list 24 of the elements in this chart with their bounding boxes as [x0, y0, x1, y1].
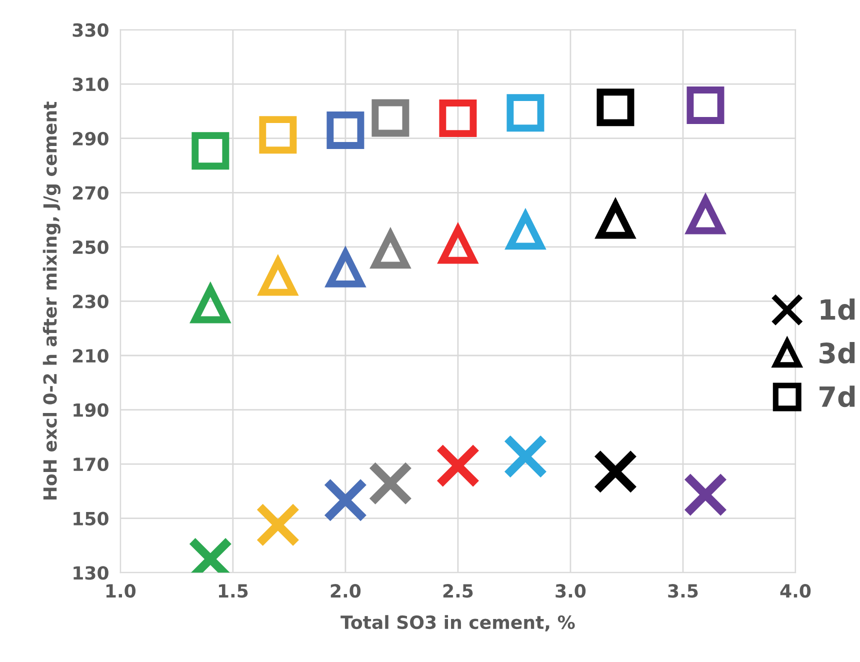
- x-tick-label: 2.0: [330, 584, 361, 598]
- x-tick-label: 1.0: [106, 584, 136, 598]
- x-tick-label: 3.5: [668, 584, 698, 598]
- y-axis-title: HoH excl 0-2 h after mixing, J/g cement: [42, 102, 60, 500]
- y-tick-label: 190: [74, 403, 108, 417]
- x-tick-label: 2.5: [443, 584, 473, 598]
- y-tick-label: 130: [74, 566, 108, 580]
- y-tick-label: 290: [73, 132, 108, 146]
- y-tick-label: 170: [74, 458, 108, 472]
- y-tick-label: 150: [74, 512, 108, 526]
- legend-label: 3d: [820, 342, 855, 364]
- legend-label: 1d: [820, 298, 855, 320]
- y-tick-label: 230: [73, 294, 108, 308]
- y-tick-label: 310: [72, 78, 108, 92]
- x-axis-title: Total SO3 in cement, %: [340, 615, 575, 632]
- y-tick-label: 210: [73, 348, 108, 363]
- y-tick-label: 250: [73, 240, 108, 254]
- point: [192, 132, 230, 170]
- x-tick-label: 1.5: [218, 584, 248, 598]
- x-tick-label: 4.0: [780, 584, 811, 598]
- x-tick-label: 3.0: [556, 584, 586, 598]
- y-tick-label: 270: [73, 186, 108, 200]
- legend-label: 7d: [820, 386, 855, 408]
- y-tick-label: 330: [72, 23, 108, 37]
